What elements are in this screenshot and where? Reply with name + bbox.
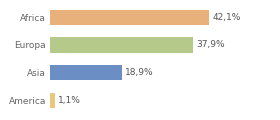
Bar (50, 93, 55, 108)
Text: 18,9%: 18,9% (125, 68, 153, 77)
Text: 37,9%: 37,9% (196, 41, 225, 49)
Text: 42,1%: 42,1% (212, 13, 241, 22)
Bar (50, 37, 193, 53)
Bar (50, 65, 122, 80)
Text: 1,1%: 1,1% (58, 96, 80, 105)
Bar (50, 10, 209, 25)
